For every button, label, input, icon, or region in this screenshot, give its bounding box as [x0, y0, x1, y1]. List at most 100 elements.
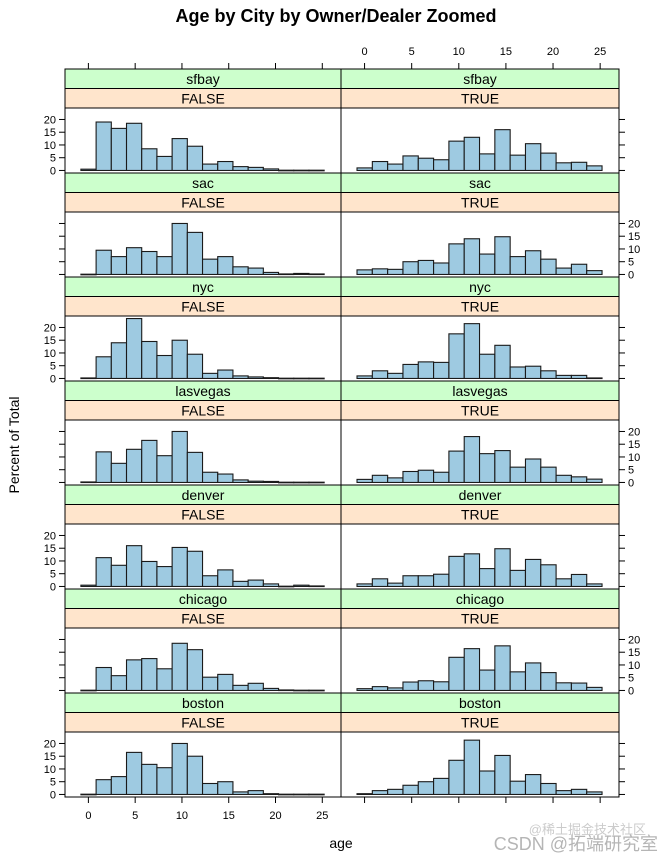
- histogram-bar: [417, 259, 435, 276]
- y-tick-label: 15: [44, 335, 56, 347]
- histogram-bar: [247, 166, 264, 172]
- histogram-bar: [293, 689, 310, 692]
- x-tick-label: 25: [594, 46, 606, 58]
- histogram-bar: [80, 377, 97, 380]
- histogram-bar: [201, 676, 219, 692]
- histogram-bar: [232, 166, 249, 172]
- histogram-bar: [371, 790, 389, 796]
- histogram-bar: [277, 169, 295, 172]
- histogram-bar: [570, 374, 588, 380]
- x-tick-label: 10: [453, 46, 465, 58]
- histogram-bar: [555, 790, 572, 796]
- y-tick-label: 0: [628, 477, 634, 489]
- histogram-bar: [478, 568, 496, 588]
- histogram-bar: [308, 273, 325, 276]
- histogram-bar: [125, 247, 143, 276]
- city-strip-label: nyc: [192, 279, 214, 295]
- histogram-bar: [387, 268, 404, 276]
- histogram-bar: [171, 138, 188, 172]
- histogram-bar: [247, 267, 264, 276]
- histogram-bar: [156, 668, 173, 692]
- owner-strip-label: FALSE: [181, 195, 225, 211]
- panel-sac-false: sac FALSE: [59, 172, 342, 278]
- histogram-bar: [186, 649, 204, 692]
- histogram-bar: [555, 374, 572, 380]
- histogram-bar: [217, 569, 234, 588]
- histogram-bar: [402, 681, 419, 692]
- histogram-bar: [417, 680, 435, 692]
- y-tick-label: 0: [628, 685, 634, 697]
- histogram-bar: [308, 793, 325, 796]
- histogram-bar: [478, 153, 496, 172]
- y-tick-label: 20: [628, 218, 640, 230]
- histogram-bar: [186, 550, 204, 588]
- histogram-bar: [293, 793, 310, 796]
- histogram-bar: [125, 317, 143, 380]
- x-tick-label: 15: [223, 810, 235, 822]
- histogram-bar: [524, 365, 542, 380]
- histogram-bar: [356, 478, 373, 484]
- city-strip-label: denver: [459, 487, 502, 503]
- histogram-bar: [156, 566, 173, 588]
- histogram-bar: [141, 763, 158, 796]
- histogram-bar: [387, 788, 404, 796]
- histogram-bar: [586, 165, 603, 172]
- histogram-bar: [402, 784, 419, 796]
- histogram-bar: [110, 776, 128, 796]
- histogram-bar: [293, 272, 310, 276]
- histogram-bar: [308, 169, 325, 172]
- histogram-bar: [570, 263, 588, 276]
- histogram-bar: [201, 258, 219, 276]
- histogram-bar: [186, 755, 204, 796]
- histogram-bar: [494, 548, 511, 588]
- histogram-bar: [387, 582, 404, 588]
- histogram-bar: [277, 377, 295, 380]
- y-tick-label: 10: [44, 348, 56, 360]
- histogram-bar: [95, 121, 112, 172]
- x-tick-label: 15: [500, 46, 512, 58]
- histogram-bar: [570, 788, 588, 796]
- histogram-bar: [402, 363, 419, 380]
- y-tick-label: 20: [628, 634, 640, 646]
- histogram-bar: [262, 793, 280, 796]
- histogram-bar: [586, 583, 603, 588]
- histogram-bar: [125, 751, 143, 796]
- histogram-bar: [494, 645, 511, 692]
- histogram-bar: [277, 689, 295, 692]
- histogram-bar: [80, 584, 97, 588]
- histogram-bar: [232, 684, 249, 692]
- y-tick-label: 0: [628, 269, 634, 281]
- histogram-bar: [570, 682, 588, 692]
- histogram-bar: [125, 659, 143, 692]
- histogram-bar: [232, 580, 249, 588]
- histogram-bar: [555, 578, 572, 588]
- histogram-bar: [262, 480, 280, 484]
- histogram-bar: [494, 129, 511, 172]
- x-tick-label: 5: [132, 810, 138, 822]
- x-tick-label: 20: [547, 46, 559, 58]
- city-strip-label: sac: [192, 175, 214, 191]
- histogram-bar: [509, 154, 527, 172]
- histogram-bar: [125, 122, 143, 172]
- histogram-bar: [433, 777, 450, 796]
- histogram-bar: [371, 474, 389, 484]
- histogram-bar: [540, 564, 557, 588]
- histogram-bar: [80, 793, 97, 796]
- histogram-bar: [463, 238, 481, 276]
- y-tick-label: 20: [44, 322, 56, 334]
- histogram-bar: [540, 258, 557, 276]
- histogram-bar: [586, 686, 603, 692]
- histogram-bar: [110, 564, 128, 588]
- histogram-bar: [463, 553, 481, 588]
- histogram-bar: [308, 481, 325, 484]
- y-tick-label: 5: [50, 777, 56, 789]
- histogram-bar: [110, 462, 128, 484]
- city-strip-label: lasvegas: [452, 383, 507, 399]
- y-tick-label: 15: [628, 231, 640, 243]
- y-tick-label: 0: [50, 789, 56, 801]
- histogram-bar: [433, 681, 450, 692]
- histogram-bar: [433, 262, 450, 276]
- histogram-bar: [478, 669, 496, 692]
- histogram-bar: [125, 545, 143, 588]
